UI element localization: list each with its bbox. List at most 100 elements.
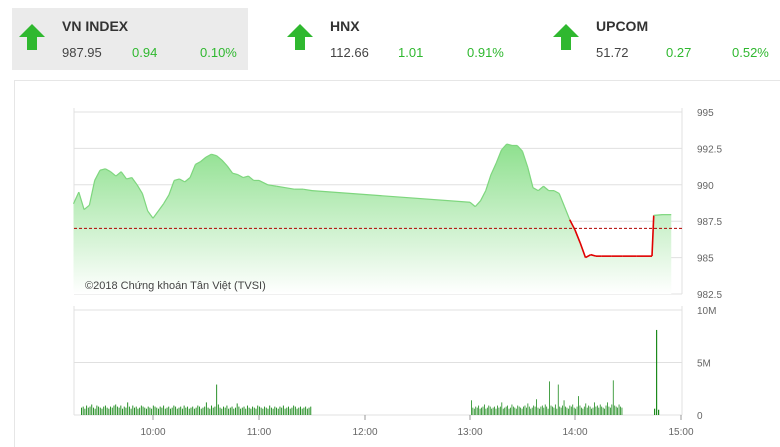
volume-bar [494,406,495,415]
volume-bar [221,408,223,415]
volume-bar [164,408,166,415]
tab-vn-index[interactable]: VN INDEX 987.95 0.94 0.10% [12,8,248,70]
price-tick-label: 992.5 [697,144,722,155]
volume-bars [81,329,660,415]
volume-bar [130,408,132,415]
volume-bar [214,406,216,415]
volume-bar [501,402,503,415]
volume-bar [250,408,252,415]
price-line-segment [226,165,233,174]
price-line-segment [563,206,571,220]
volume-bar [528,406,530,415]
price-tick-label: 995 [697,108,714,119]
price-line-segment [136,184,143,194]
price-line-segment [543,185,550,192]
price-line-segment [585,253,592,259]
volume-bar [113,405,115,415]
volume-bar [195,407,197,415]
volume-bar [122,408,124,415]
volume-bar [533,405,535,415]
volume-bar [473,408,475,415]
price-line-segment [527,167,534,188]
volume-bar [277,408,279,415]
price-line-segment [189,164,196,178]
volume-bar [94,408,96,415]
price-line-segment [311,190,471,203]
index-value: 51.72 [596,45,629,60]
volume-bar [546,406,548,415]
price-line-segment [184,177,191,183]
volume-bar [163,405,165,415]
volume-bar [514,407,516,415]
volume-bar [562,405,563,415]
volume-bar [576,406,578,415]
volume-bar [123,406,125,415]
volume-bar [544,404,546,415]
volume-bar [258,406,260,415]
volume-bar [246,405,248,415]
price-line-segment [147,210,154,219]
volume-bar [137,408,139,415]
price-line-segment [110,171,117,177]
volume-bar [264,406,266,415]
price-tick-label: 987.5 [697,217,722,228]
time-tick-label: 14:00 [562,427,587,438]
volume-bar [91,404,93,415]
volume-bar [599,404,601,415]
price-line-segment [179,178,186,183]
volume-bar [146,408,147,415]
volume-bar [573,407,575,415]
price-axis: 995 992.5 990 987.5 985 982.5 [697,108,722,301]
volume-bar [238,406,240,415]
volume-bar [132,405,134,415]
volume-bar [202,407,204,415]
volume-bar [581,407,582,415]
volume-bar [110,406,112,415]
price-area-fill [73,144,672,294]
price-line-segment [506,143,513,147]
volume-bar [272,408,274,415]
up-arrow-icon [287,24,313,50]
volume-bar [115,404,117,415]
price-line-segment [276,185,286,189]
price-line-segment [258,179,269,186]
price-line-segment [141,193,149,212]
chart-frame [14,80,780,447]
volume-bar [475,406,477,415]
price-line-segment [237,174,244,179]
price-line-segment [479,190,487,202]
price-line-segment [200,156,207,162]
volume-bar [269,405,271,415]
volume-bar [608,406,610,415]
volume-bar [183,405,185,415]
volume-bar [193,408,195,415]
volume-bar [507,405,508,415]
volume-bar [291,407,293,415]
price-line-segment [126,176,132,180]
volume-bar [559,406,561,415]
volume-bar [175,406,177,415]
volume-bar [190,407,192,415]
volume-bar [491,408,493,415]
volume-bar [209,408,211,415]
tab-hnx[interactable]: HNX 112.66 1.01 0.91% [280,8,516,70]
volume-bar [236,403,238,415]
volume-bar [224,407,226,415]
tab-upcom[interactable]: UPCOM 51.72 0.27 0.52% [546,8,780,70]
volume-bar [207,407,209,415]
volume-bar [248,407,250,415]
volume-bar [567,408,569,415]
volume-bar [510,407,511,415]
volume-bar [288,406,289,415]
price-line-segment [267,184,277,187]
volume-bar [197,405,199,415]
volume-bar [161,407,163,415]
volume-bar [231,406,233,415]
up-arrow-icon [553,24,579,50]
volume-bar [257,405,259,415]
volume-bar [270,407,272,415]
volume-bar [552,406,553,415]
volume-bar [541,405,543,415]
volume-bar [615,406,617,415]
